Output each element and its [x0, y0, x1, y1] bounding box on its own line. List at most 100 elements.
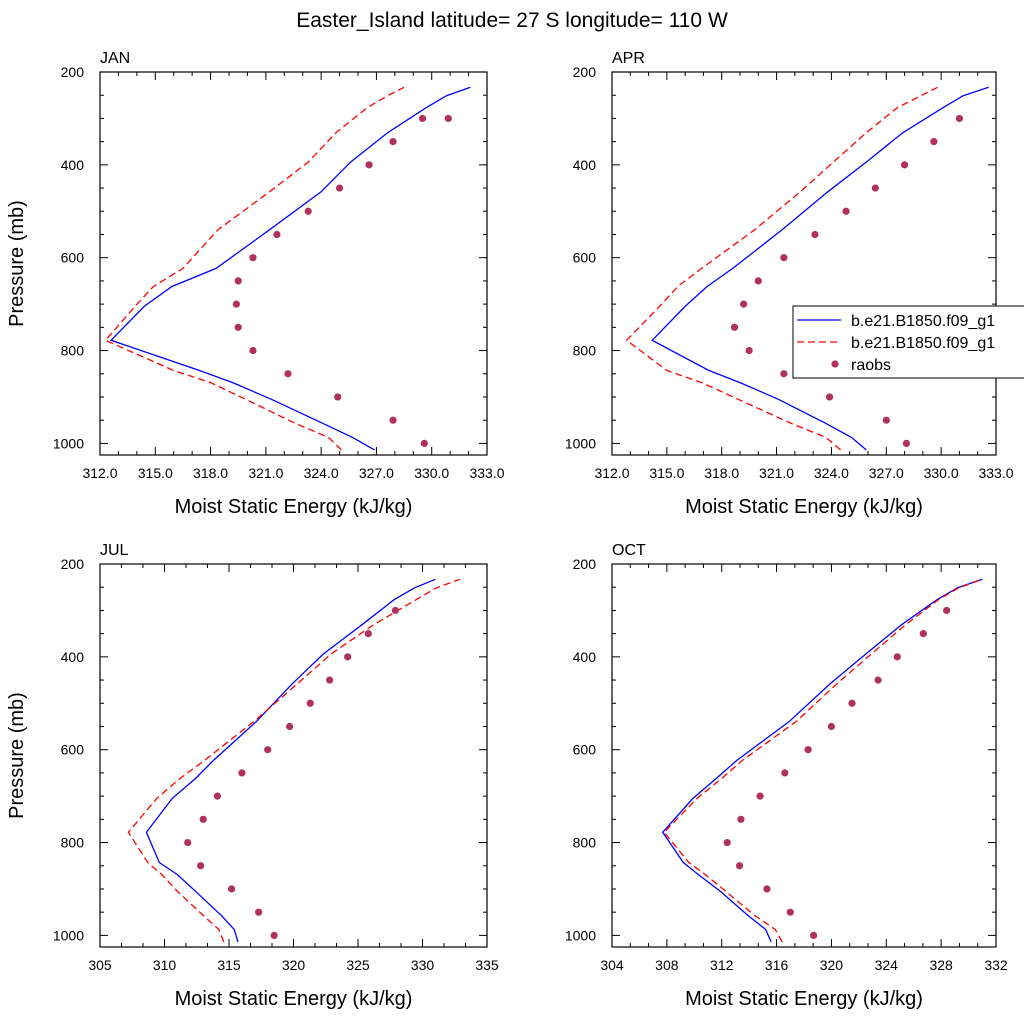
- raobs-point: [284, 370, 292, 378]
- y-tick-label: 400: [573, 157, 597, 173]
- y-axis-label: Pressure (mb): [6, 200, 28, 327]
- y-tick-label: 1000: [53, 927, 84, 943]
- y-tick-label: 800: [61, 835, 85, 851]
- x-axis-label: Moist Static Energy (kJ/kg): [685, 496, 923, 518]
- legend-label: raobs: [851, 357, 891, 374]
- panel-label: OCT: [612, 542, 646, 559]
- raobs-point: [232, 300, 240, 308]
- raobs-point: [955, 114, 964, 123]
- x-tick-label: 321.0: [759, 465, 794, 481]
- series-group: [661, 578, 983, 943]
- series-group: [127, 578, 461, 943]
- model-solid-line: [661, 578, 983, 943]
- raobs-point: [902, 439, 911, 447]
- raobs-point: [249, 346, 257, 355]
- x-tick-label: 333.0: [978, 465, 1013, 481]
- raobs-point: [255, 908, 263, 916]
- x-tick-label: 332: [984, 957, 1008, 973]
- y-tick-label: 600: [61, 250, 85, 266]
- raobs-point: [418, 114, 427, 123]
- x-axis-label: Moist Static Energy (kJ/kg): [685, 988, 923, 1010]
- raobs-point: [871, 184, 879, 192]
- x-tick-label: 312.0: [82, 465, 117, 481]
- raobs-point: [364, 630, 372, 638]
- raobs-point: [389, 138, 397, 146]
- y-axis-label: Pressure (mb): [6, 692, 28, 819]
- raobs-point: [882, 416, 890, 424]
- raobs-point: [900, 161, 909, 169]
- model-solid-line: [145, 578, 436, 943]
- raobs-point: [344, 653, 352, 661]
- y-tick-label: 600: [61, 742, 85, 758]
- raobs-point: [919, 630, 927, 638]
- plot-frame: [99, 71, 488, 456]
- panel-apr: 312.0 315.0 318.0 321.0 324.0 327.0 330.0 333.0…: [565, 50, 1014, 518]
- raobs-point: [842, 207, 850, 215]
- model-solid-line: [109, 86, 471, 451]
- y-tick-label: 400: [61, 157, 85, 173]
- raobs-point: [286, 722, 294, 731]
- x-axis-label: Moist Static Energy (kJ/kg): [175, 496, 413, 518]
- x-tick-label: 327.0: [869, 465, 904, 481]
- y-tick-label: 600: [573, 742, 597, 758]
- raobs-point: [745, 346, 753, 355]
- x-tick-label: 315: [217, 957, 241, 973]
- plot-frame: [99, 563, 488, 948]
- panel-label: JAN: [100, 50, 130, 67]
- raobs-point: [184, 838, 192, 847]
- raobs-point: [389, 416, 397, 424]
- raobs-point: [827, 722, 836, 731]
- figure-title: Easter_Island latitude= 27 S longitude= …: [296, 9, 728, 32]
- raobs-point: [238, 769, 246, 777]
- raobs-point: [273, 230, 281, 239]
- raobs-point: [763, 885, 771, 893]
- x-tick-label: 318.0: [193, 465, 228, 481]
- x-tick-label: 305: [88, 957, 112, 973]
- raobs-point: [213, 792, 221, 800]
- x-tick-label: 333.0: [469, 465, 504, 481]
- x-tick-label: 320: [282, 957, 306, 973]
- raobs-point: [735, 862, 744, 870]
- legend-label: b.e21.B1850.f09_g1: [851, 335, 995, 352]
- y-tick-label: 200: [573, 64, 597, 80]
- model-dashed-line: [104, 86, 405, 451]
- x-tick-label: 324.0: [814, 465, 849, 481]
- y-tick-label: 400: [573, 649, 597, 665]
- y-tick-label: 600: [573, 250, 597, 266]
- x-tick-label: 312: [710, 957, 734, 973]
- raobs-point: [306, 699, 314, 707]
- raobs-point: [270, 931, 278, 939]
- raobs-point: [420, 439, 428, 447]
- panel-jul: 305 310 315 320 325 330 335 200 400 600 800 1000 JUL…: [6, 542, 499, 1010]
- raobs-point: [756, 792, 764, 800]
- x-tick-label: 321.0: [248, 465, 283, 481]
- y-tick-label: 800: [573, 343, 597, 359]
- x-tick-label: 324: [875, 957, 899, 973]
- raobs-point: [754, 277, 762, 285]
- series-group: [104, 86, 471, 451]
- raobs-point: [810, 931, 818, 939]
- x-tick-label: 312.0: [594, 465, 629, 481]
- model-solid-line: [651, 86, 989, 451]
- x-tick-label: 320: [820, 957, 844, 973]
- raobs-point: [334, 393, 342, 401]
- x-tick-label: 315.0: [138, 465, 173, 481]
- raobs-point: [943, 606, 951, 615]
- x-tick-label: 330.0: [414, 465, 449, 481]
- raobs-point: [444, 114, 452, 123]
- raobs-point: [199, 815, 207, 823]
- panel-label: JUL: [100, 542, 129, 559]
- y-tick-label: 400: [61, 649, 85, 665]
- raobs-point: [893, 653, 901, 661]
- panel-label: APR: [612, 50, 645, 67]
- model-dashed-line: [663, 578, 983, 943]
- series-group: [625, 86, 989, 451]
- raobs-point: [930, 138, 938, 146]
- x-tick-label: 328: [929, 957, 953, 973]
- raobs-point: [234, 277, 242, 285]
- x-tick-label: 315.0: [649, 465, 684, 481]
- raobs-point: [197, 862, 205, 870]
- x-tick-label: 304: [600, 957, 624, 973]
- raobs-point: [780, 370, 788, 378]
